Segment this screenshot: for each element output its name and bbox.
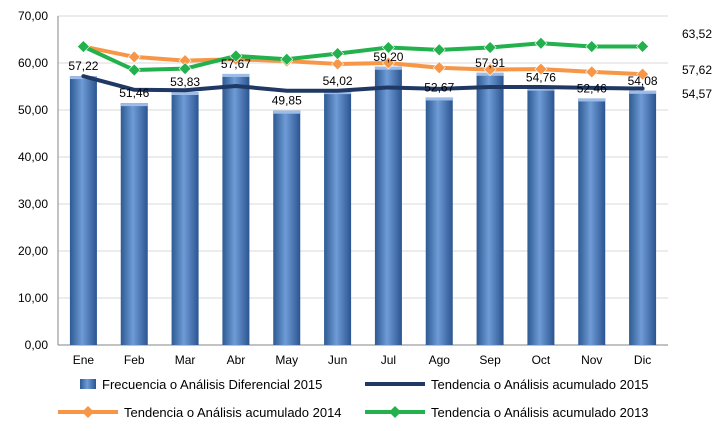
y-tick-label: 0,00 <box>25 338 49 352</box>
y-tick-label: 10,00 <box>18 291 48 305</box>
x-tick-label: Ene <box>73 353 95 367</box>
bar-data-label: 53,83 <box>170 75 200 89</box>
bar-cap <box>120 103 148 107</box>
x-tick-label: Dic <box>634 353 651 367</box>
bar-cap <box>578 98 606 102</box>
series-end-label: 57,62 <box>682 63 712 77</box>
x-tick-label: Oct <box>532 353 551 367</box>
bar <box>425 97 453 346</box>
series-marker <box>432 61 446 75</box>
series-marker <box>381 41 395 54</box>
bar-data-label: 54,02 <box>323 74 353 88</box>
series-marker <box>127 63 141 77</box>
bar-cap <box>527 87 555 91</box>
bar <box>578 98 606 345</box>
gridlines <box>58 15 668 346</box>
bar <box>476 72 504 345</box>
legend-label: Tendencia o Análisis acumulado 2013 <box>431 405 649 420</box>
y-tick-label: 20,00 <box>18 244 48 258</box>
y-tick-label: 70,00 <box>18 9 48 23</box>
series-marker <box>534 36 548 50</box>
legend-marker <box>82 406 94 418</box>
bar <box>171 91 199 346</box>
bar <box>527 87 555 346</box>
legend: Frecuencia o Análisis Diferencial 2015 Te… <box>58 377 649 420</box>
x-tick-label: Ago <box>429 353 451 367</box>
series-marker <box>229 49 243 63</box>
series-end-label: 63,52 <box>682 27 712 41</box>
x-tick-label: Jul <box>381 353 396 367</box>
series-marker <box>636 40 650 53</box>
x-tick-label: Abr <box>227 353 246 367</box>
bar-cap <box>425 97 453 101</box>
series-marker <box>483 63 497 77</box>
axes: 0,00 10,00 20,00 30,00 40,00 50,00 60,00 70,00 E… <box>18 9 668 367</box>
x-tick-label: Mar <box>175 353 196 367</box>
series-marker <box>381 56 395 70</box>
series-line <box>81 41 645 73</box>
series-end-label: 54,57 <box>682 87 712 101</box>
bar <box>120 103 148 345</box>
bar-data-label: 54,76 <box>526 71 556 85</box>
series-marker <box>280 52 294 66</box>
data-labels: 57,22 51,46 53,83 57,67 49,85 54,02 59,20 52,67… <box>68 27 712 108</box>
y-tick-label: 60,00 <box>18 56 48 70</box>
bar-data-label: 57,91 <box>475 56 505 70</box>
legend-label: Tendencia o Análisis acumulado 2015 <box>431 377 649 392</box>
series-marker <box>483 41 497 54</box>
bar <box>374 66 402 345</box>
bar-data-label: 51,46 <box>119 86 149 100</box>
bar <box>222 73 250 346</box>
series-marker <box>178 62 192 76</box>
series-marker <box>331 57 345 71</box>
bar <box>629 90 657 345</box>
x-tick-label: May <box>275 353 298 367</box>
x-tick-label: Sep <box>479 353 501 367</box>
bar-cap <box>273 110 301 114</box>
bar-data-label: 59,20 <box>373 50 403 64</box>
x-tick-label: Feb <box>124 353 145 367</box>
bar <box>324 91 352 345</box>
bar-data-label: 57,67 <box>221 57 251 71</box>
bar-data-label: 54,08 <box>628 74 658 88</box>
bar-cap <box>171 91 199 95</box>
legend-swatch <box>80 379 96 389</box>
line-series <box>76 36 650 93</box>
bar-series <box>69 66 657 346</box>
series-marker <box>636 67 650 81</box>
series-marker <box>534 62 548 76</box>
series-marker <box>76 40 90 53</box>
x-tick-label: Jun <box>328 353 347 367</box>
bar-data-label: 52,67 <box>424 80 454 94</box>
series-marker <box>585 65 599 79</box>
series-marker <box>331 47 345 61</box>
bar-cap <box>222 73 250 77</box>
series-marker <box>585 40 599 53</box>
x-tick-label: Nov <box>581 353 602 367</box>
bar-cap <box>629 90 657 94</box>
bar-data-label: 49,85 <box>272 94 302 108</box>
series-marker <box>432 43 446 57</box>
legend-label: Frecuencia o Análisis Diferencial 2015 <box>102 377 322 392</box>
series-marker <box>127 50 141 64</box>
bar <box>69 76 97 345</box>
series-line <box>81 74 645 93</box>
bar-data-label: 52,46 <box>577 81 607 95</box>
series-line <box>81 44 645 77</box>
y-tick-label: 30,00 <box>18 197 48 211</box>
y-tick-label: 40,00 <box>18 150 48 164</box>
legend-marker <box>389 406 401 418</box>
y-tick-label: 50,00 <box>18 103 48 117</box>
bar <box>273 110 301 345</box>
bar-data-label: 57,22 <box>68 59 98 73</box>
legend-label: Tendencia o Análisis acumulado 2014 <box>124 405 342 420</box>
